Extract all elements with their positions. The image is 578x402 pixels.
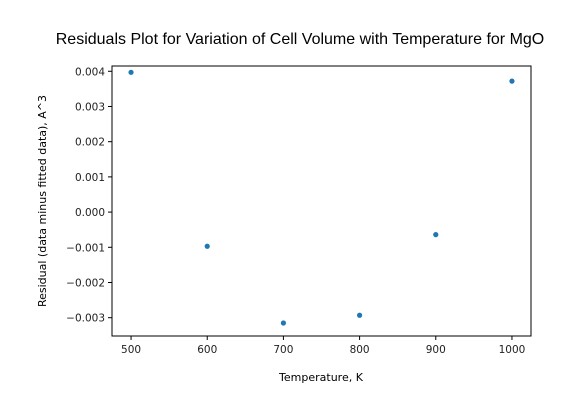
data-point bbox=[509, 78, 515, 84]
x-tick-label: 900 bbox=[426, 344, 446, 356]
y-tick-label: 0.000 bbox=[75, 207, 105, 219]
x-tick-label: 600 bbox=[197, 344, 217, 356]
y-tick-label: −0.002 bbox=[66, 277, 105, 289]
data-points bbox=[128, 69, 515, 326]
x-tick-label: 700 bbox=[273, 344, 293, 356]
x-tick-label: 800 bbox=[350, 344, 370, 356]
y-axis: 0.004 0.003 0.002 0.001 0.000 −0.001 −0.002 −0.… bbox=[66, 66, 112, 325]
x-tick-label: 500 bbox=[121, 344, 141, 356]
x-axis: 500 600 700 800 900 1000 bbox=[121, 336, 525, 356]
y-axis-label: Residual (data minus fitted data), A^3 bbox=[36, 95, 49, 307]
y-tick-label: 0.002 bbox=[75, 137, 105, 149]
plot-frame bbox=[111, 65, 532, 337]
y-tick-label: −0.001 bbox=[66, 242, 105, 254]
data-point bbox=[356, 312, 363, 318]
y-tick-label: 0.004 bbox=[75, 66, 105, 78]
y-tick-label: −0.003 bbox=[66, 313, 105, 325]
data-point bbox=[204, 243, 210, 249]
data-point bbox=[280, 320, 287, 326]
data-point bbox=[128, 69, 134, 75]
chart-title: Residuals Plot for Variation of Cell Vol… bbox=[56, 31, 545, 48]
x-tick-label: 1000 bbox=[499, 344, 526, 356]
data-point bbox=[433, 232, 439, 238]
x-axis-label: Temperature, K bbox=[278, 371, 364, 384]
y-tick-label: 0.001 bbox=[75, 172, 105, 184]
y-tick-label: 0.003 bbox=[75, 101, 105, 113]
